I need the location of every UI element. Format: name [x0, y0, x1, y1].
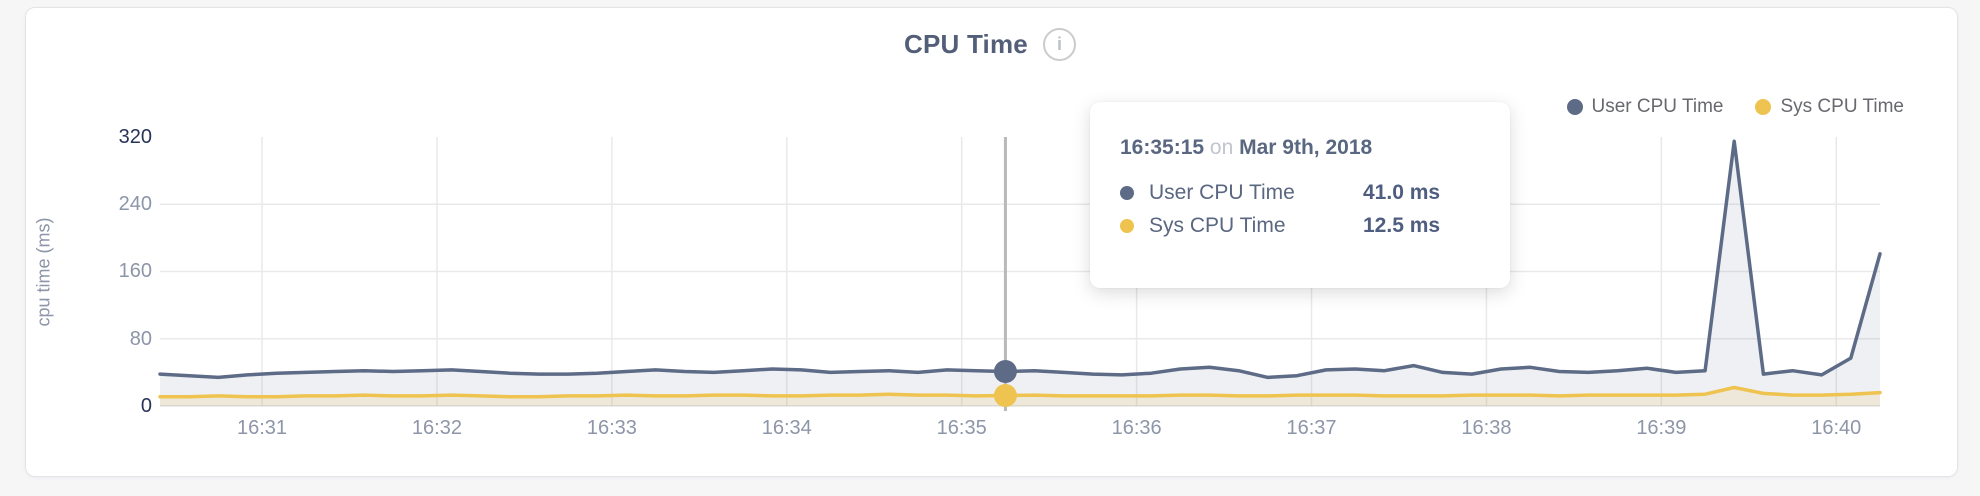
user-hover-point[interactable]	[993, 360, 1017, 384]
cpu-time-card	[25, 7, 1958, 477]
tooltip-date: Mar 9th, 2018	[1239, 136, 1373, 159]
user-cpu-area	[160, 141, 1880, 406]
x-axis-tick: 16:32	[411, 417, 462, 439]
y-axis-tick: 160	[118, 260, 152, 282]
user-cpu-line	[158, 139, 1882, 380]
x-axis-tick: 16:40	[1811, 417, 1862, 439]
tooltip-timestamp: 16:35:15 on Mar 9th, 2018	[1120, 136, 1482, 160]
y-axis-tick: 80	[129, 328, 152, 350]
chart-header: CPU Time i	[0, 28, 1980, 61]
legend-item-sys-cpu[interactable]: Sys CPU Time	[1755, 96, 1904, 118]
user-series-dot-icon	[1120, 185, 1134, 200]
sys-series-dot-icon	[1120, 218, 1134, 233]
hover-tooltip: 16:35:15 on Mar 9th, 2018 User CPU Time …	[1090, 102, 1510, 288]
x-axis-tick: 16:37	[1286, 417, 1337, 439]
x-axis-tick: 16:38	[1461, 417, 1512, 439]
tooltip-time: 16:35:15	[1120, 136, 1205, 159]
legend-label: Sys CPU Time	[1780, 96, 1904, 117]
tooltip-series-value: 41.0 ms	[1363, 180, 1441, 204]
tooltip-conjunction: on	[1209, 136, 1234, 159]
sys-hover-point[interactable]	[993, 383, 1017, 407]
y-axis-tick: 320	[118, 126, 152, 148]
x-axis-tick: 16:35	[936, 417, 987, 439]
y-axis-tick: 0	[140, 395, 152, 417]
info-icon[interactable]: i	[1042, 28, 1076, 61]
y-axis-tick: 240	[118, 193, 152, 215]
user-series-dot-icon	[1566, 99, 1583, 115]
chart-legend: User CPU Time Sys CPU Time	[1566, 96, 1904, 118]
sys-series-dot-icon	[1755, 99, 1772, 115]
tooltip-row-user: User CPU Time 41.0 ms	[1120, 176, 1482, 209]
legend-item-user-cpu[interactable]: User CPU Time	[1566, 96, 1724, 118]
sys-cpu-line	[158, 385, 1882, 399]
x-axis-tick: 16:36	[1111, 417, 1162, 439]
tooltip-row-sys: Sys CPU Time 12.5 ms	[1120, 209, 1482, 242]
x-axis-tick: 16:39	[1636, 417, 1687, 439]
tooltip-series-label: Sys CPU Time	[1149, 213, 1286, 237]
x-axis-tick: 16:34	[761, 417, 812, 439]
tooltip-series-label: User CPU Time	[1149, 180, 1295, 204]
chart-title: CPU Time	[904, 29, 1028, 59]
x-axis-tick: 16:33	[586, 417, 637, 439]
legend-label: User CPU Time	[1591, 96, 1724, 117]
x-axis-tick: 16:31	[237, 417, 288, 439]
tooltip-series-value: 12.5 ms	[1363, 213, 1441, 237]
